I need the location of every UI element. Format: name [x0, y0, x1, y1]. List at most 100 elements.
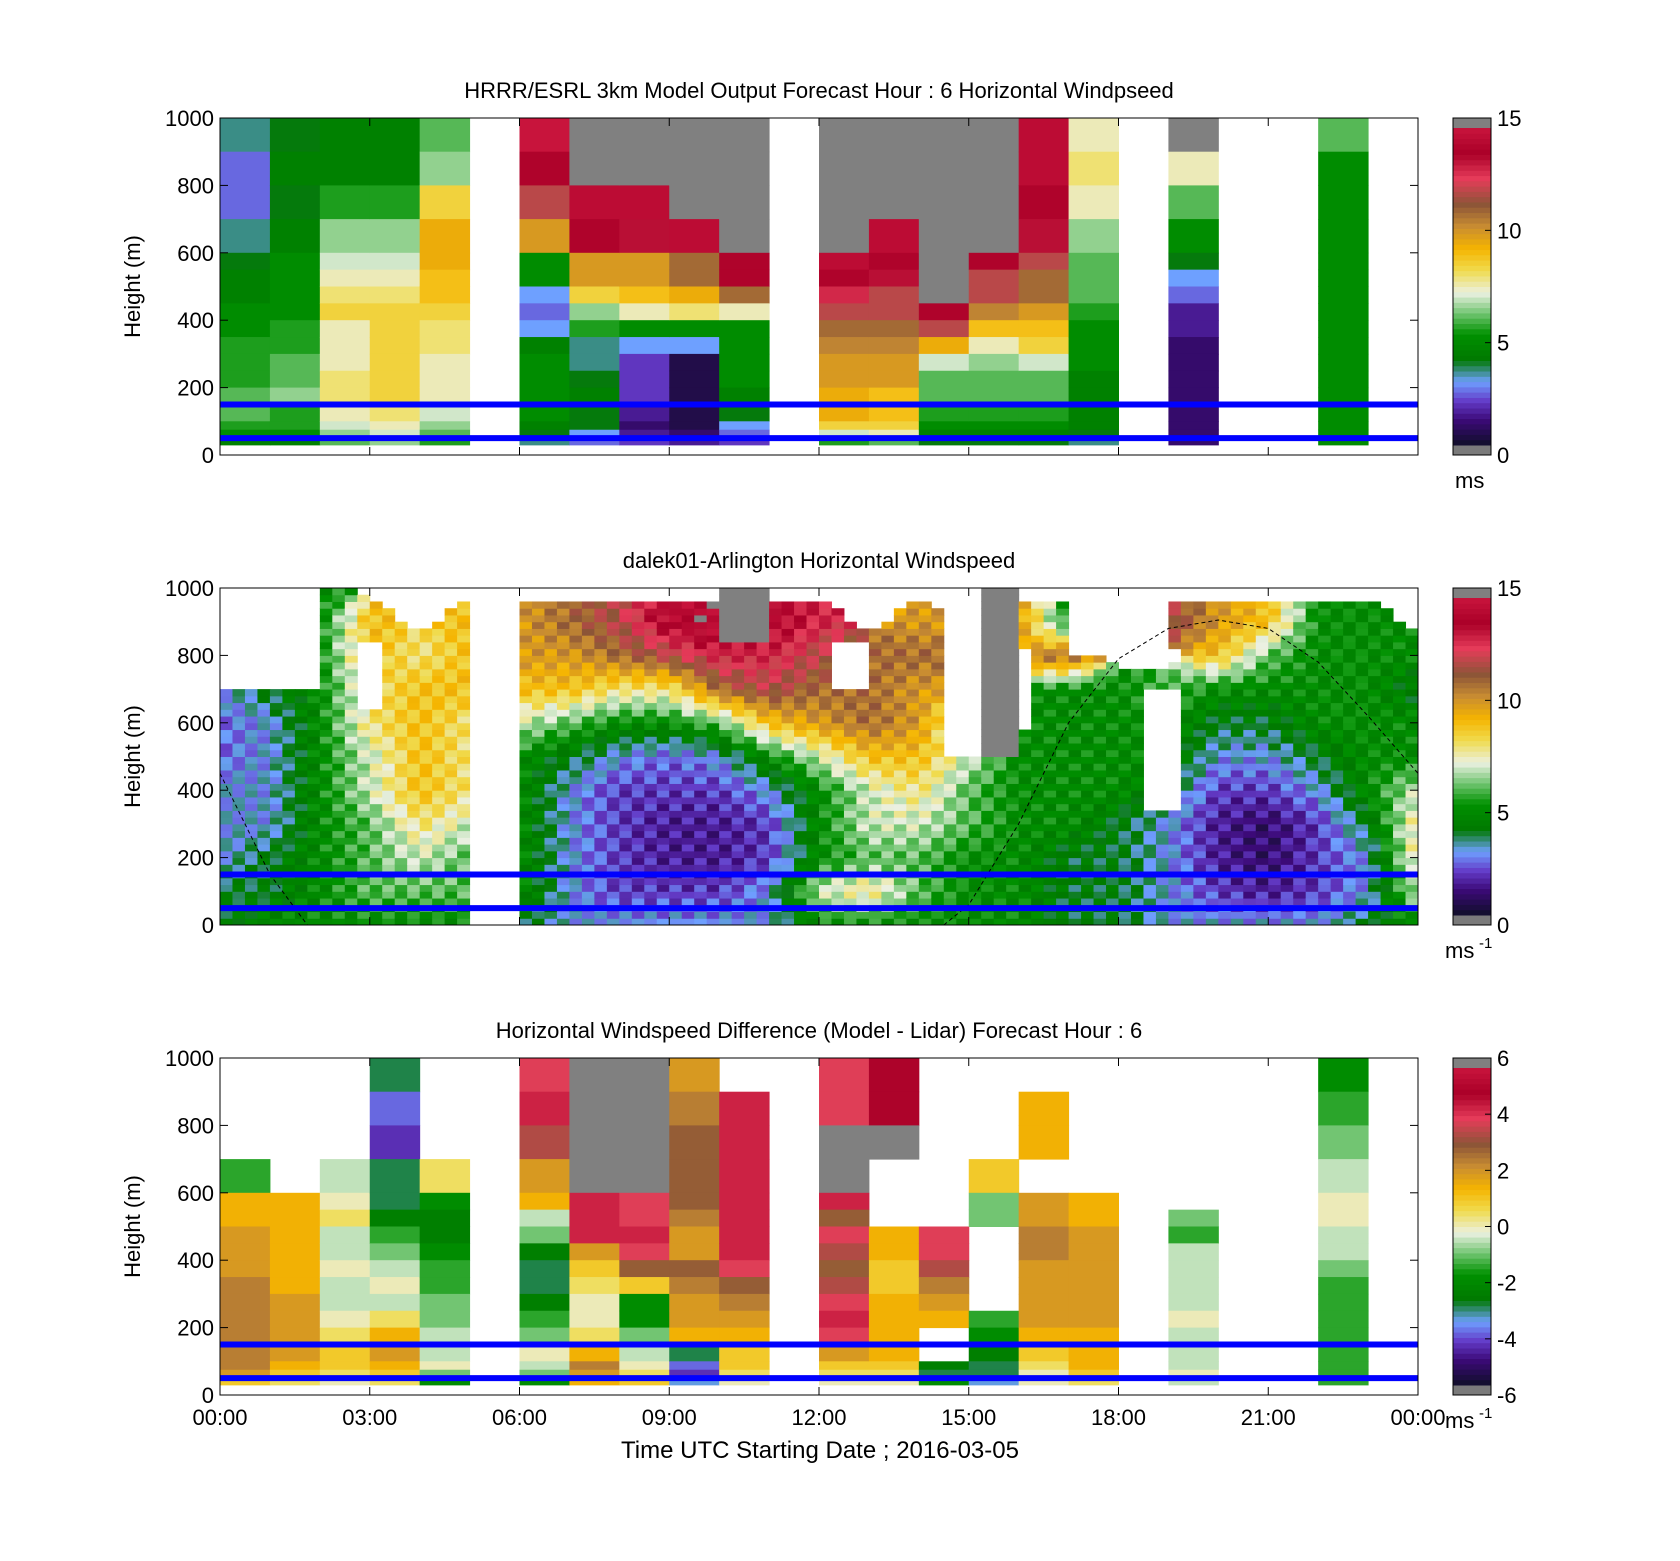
heatmap-cell — [1393, 655, 1407, 663]
heatmap-cell — [556, 884, 570, 892]
heatmap-cell — [606, 803, 620, 811]
heatmap-cell — [269, 320, 321, 338]
heatmap-cell — [1280, 621, 1294, 629]
heatmap-cell — [856, 823, 870, 832]
heatmap-cell — [993, 911, 1007, 919]
heatmap-cell — [1380, 743, 1394, 751]
heatmap-cell — [1393, 810, 1407, 818]
heatmap-cell — [644, 668, 658, 677]
heatmap-cell — [294, 689, 308, 697]
heatmap-cell — [419, 857, 433, 865]
heatmap-cell — [319, 682, 333, 690]
heatmap-cell — [1243, 776, 1257, 784]
heatmap-cell — [631, 635, 645, 643]
heatmap-cell — [432, 810, 446, 818]
heatmap-cell — [906, 695, 920, 704]
heatmap-cell — [307, 857, 321, 865]
heatmap-cell — [868, 911, 882, 919]
heatmap-cell — [1106, 864, 1119, 872]
heatmap-cell — [606, 898, 620, 906]
colorbar-swatch — [1453, 846, 1491, 853]
heatmap-cell — [257, 776, 271, 784]
heatmap-cell — [1293, 655, 1307, 663]
heatmap-cell — [307, 911, 321, 919]
heatmap-cell — [332, 594, 346, 602]
heatmap-cell — [731, 884, 745, 892]
heatmap-cell — [282, 837, 296, 845]
heatmap-cell — [1380, 783, 1394, 791]
heatmap-cell — [1031, 891, 1045, 899]
heatmap-cell — [1193, 648, 1207, 656]
heatmap-cell — [332, 621, 346, 629]
heatmap-cell — [1168, 429, 1219, 439]
heatmap-cell — [856, 635, 870, 643]
heatmap-cell — [519, 891, 533, 899]
heatmap-cell — [644, 830, 658, 838]
heatmap-cell — [831, 736, 845, 744]
heatmap-cell — [1081, 689, 1095, 697]
heatmap-cell — [719, 695, 733, 704]
heatmap-cell — [806, 749, 820, 757]
heatmap-cell — [1155, 911, 1169, 919]
heatmap-cell — [893, 837, 907, 845]
heatmap-cell — [893, 790, 907, 798]
heatmap-cell — [1180, 837, 1194, 845]
heatmap-cell — [681, 635, 695, 643]
heatmap-cell — [719, 1125, 770, 1160]
heatmap-cell — [819, 716, 832, 724]
heatmap-cell — [893, 709, 907, 717]
heatmap-cell — [519, 857, 533, 865]
heatmap-cell — [1180, 736, 1194, 744]
heatmap-cell — [1180, 884, 1194, 892]
heatmap-cell — [981, 594, 995, 602]
heatmap-cell — [419, 830, 433, 838]
heatmap-cell — [606, 769, 620, 778]
heatmap-cell — [357, 601, 371, 609]
heatmap-cell — [269, 370, 321, 389]
heatmap-cell — [694, 736, 708, 744]
heatmap-cell — [382, 884, 396, 892]
heatmap-cell — [581, 716, 595, 724]
colorbar-swatch — [1453, 1358, 1491, 1365]
heatmap-cell — [407, 810, 421, 818]
heatmap-cell — [906, 857, 920, 865]
heatmap-cell — [407, 918, 421, 926]
heatmap-cell — [569, 776, 583, 784]
heatmap-cell — [1056, 891, 1070, 899]
heatmap-cell — [1043, 675, 1057, 683]
heatmap-cell — [519, 675, 533, 683]
heatmap-cell — [606, 877, 620, 886]
heatmap-cell — [1180, 790, 1194, 798]
heatmap-cell — [1355, 817, 1369, 825]
heatmap-cell — [794, 850, 808, 859]
heatmap-cell — [269, 830, 283, 838]
heatmap-cell — [868, 898, 882, 906]
heatmap-cell — [1081, 810, 1095, 818]
heatmap-cell — [656, 709, 670, 717]
heatmap-cell — [1193, 911, 1207, 919]
heatmap-cell — [369, 185, 421, 220]
heatmap-cell — [1280, 911, 1294, 919]
heatmap-cell — [744, 756, 758, 764]
heatmap-cell — [993, 837, 1007, 845]
heatmap-cell — [1043, 776, 1057, 784]
heatmap-cell — [382, 628, 396, 636]
heatmap-cell — [631, 877, 645, 886]
heatmap-cell — [669, 783, 683, 791]
heatmap-cell — [1255, 769, 1269, 778]
heatmap-cell — [531, 635, 545, 643]
heatmap-cell — [918, 817, 932, 825]
colorbar-swatch — [1453, 1237, 1491, 1243]
heatmap-cell — [444, 864, 458, 872]
heatmap-cell — [1368, 884, 1382, 892]
heatmap-cell — [918, 286, 970, 304]
heatmap-cell — [669, 1243, 720, 1261]
heatmap-cell — [569, 655, 583, 663]
heatmap-cell — [1355, 769, 1369, 778]
heatmap-cell — [1155, 668, 1169, 677]
heatmap-cell — [619, 1344, 670, 1362]
heatmap-cell — [1243, 662, 1257, 670]
heatmap-cell — [531, 891, 545, 899]
heatmap-cell — [419, 837, 433, 845]
heatmap-cell — [843, 796, 857, 805]
